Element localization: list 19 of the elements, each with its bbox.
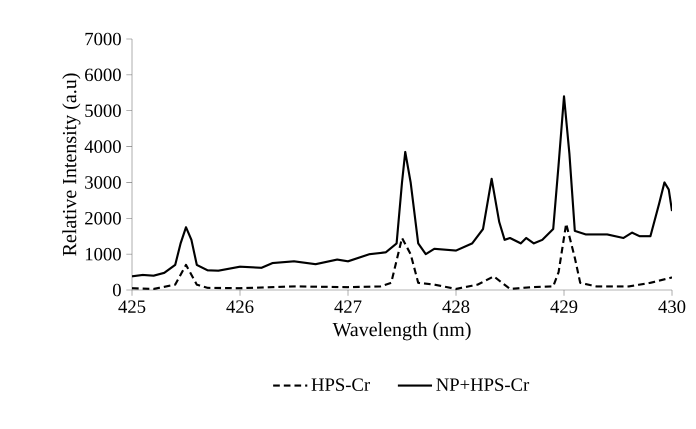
legend-label: NP+HPS-Cr — [436, 378, 530, 391]
line-series — [132, 95, 672, 278]
y-tick-label: 6000 — [85, 68, 121, 82]
y-tick-label: 0 — [112, 284, 121, 296]
x-tick-label: 427 — [334, 300, 362, 313]
y-tick-label: 5000 — [85, 104, 121, 118]
x-tick-label: 429 — [550, 300, 578, 313]
x-tick-label: 426 — [226, 300, 254, 313]
x-tick-label: 428 — [442, 300, 470, 314]
y-tick-label: 2000 — [85, 212, 121, 225]
y-tick-label: 7000 — [86, 32, 121, 46]
x-tick-label: 430 — [658, 300, 686, 314]
legend-label: HPS-Cr — [312, 378, 370, 391]
y-tick-label: 4000 — [84, 140, 121, 153]
x-tick-label: 425 — [118, 300, 146, 313]
x-axis-title: Wavelength (nm) — [332, 322, 471, 340]
y-axis-title: Relative Intensity (a.u) — [62, 73, 80, 256]
y-tick-label: 1000 — [86, 248, 121, 260]
y-tick-label: 3000 — [85, 176, 121, 189]
